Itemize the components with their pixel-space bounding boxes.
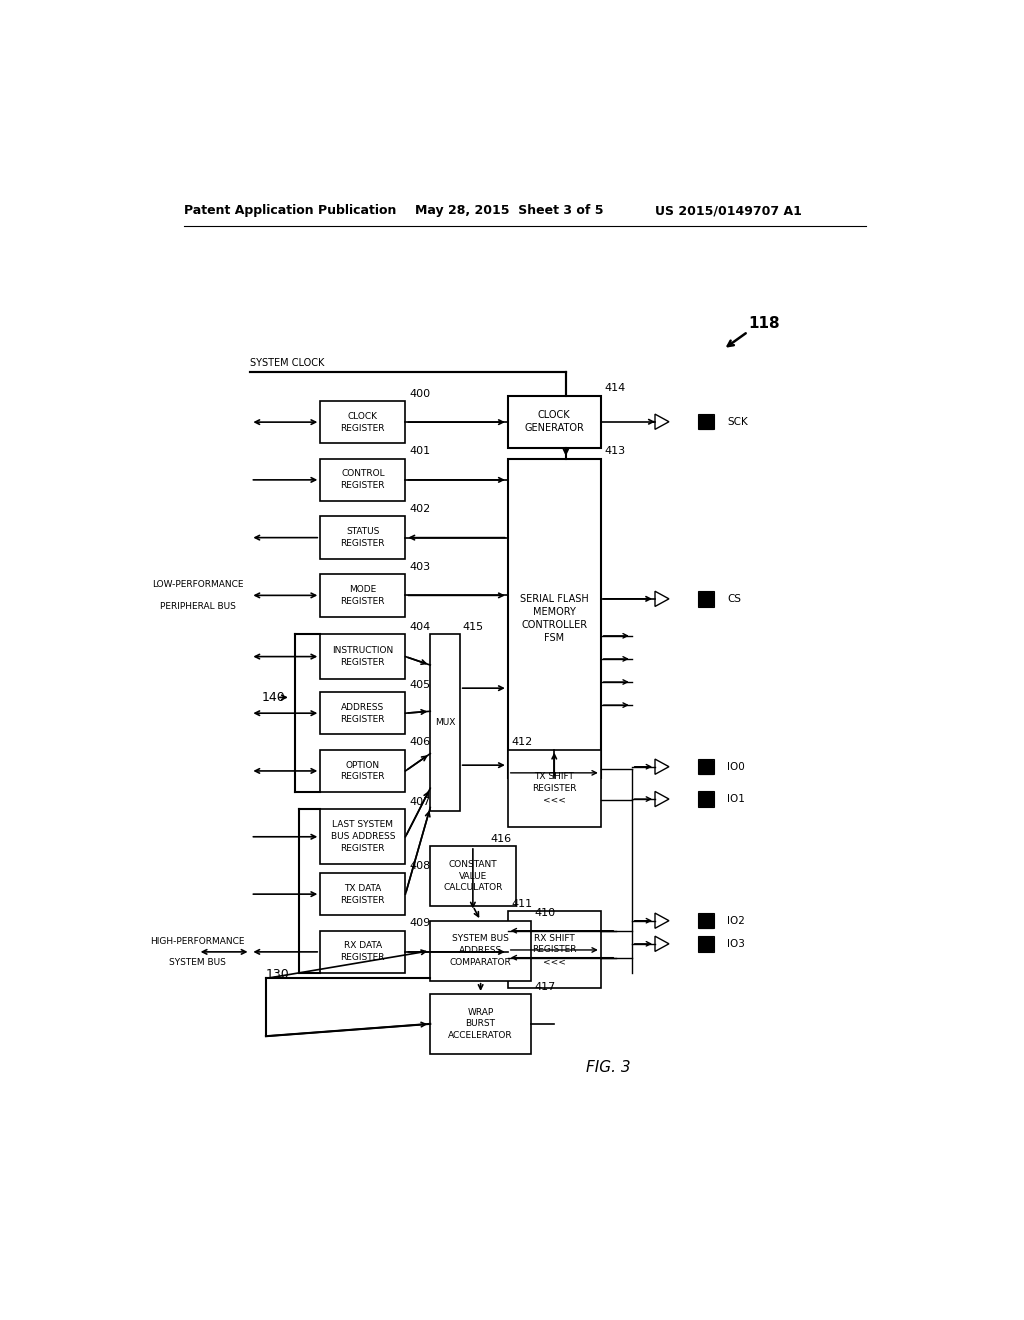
Bar [508,911,601,989]
Bar [321,401,406,444]
Bar [430,994,531,1053]
Text: CS: CS [727,594,741,603]
Text: 405: 405 [410,680,430,689]
Text: OPTION
REGISTER: OPTION REGISTER [341,760,385,781]
Text: 402: 402 [410,504,430,515]
Text: 408: 408 [410,861,430,871]
Text: RX SHIFT
REGISTER
<<<: RX SHIFT REGISTER <<< [532,933,577,966]
Bar [699,414,713,429]
Text: WRAP
BURST
ACCELERATOR: WRAP BURST ACCELERATOR [449,1007,513,1040]
Text: IO0: IO0 [727,762,744,772]
Bar [699,792,713,807]
Bar [430,635,460,812]
Bar [698,591,714,607]
Bar [321,750,406,792]
Text: 417: 417 [535,982,556,991]
Bar [508,750,601,826]
Text: 415: 415 [462,622,483,632]
Text: PERIPHERAL BUS: PERIPHERAL BUS [160,602,236,611]
Text: 404: 404 [410,622,430,632]
Bar [698,414,714,429]
Text: 130: 130 [266,968,290,981]
Text: 413: 413 [604,446,626,457]
Bar [699,937,713,950]
Text: 140: 140 [261,690,285,704]
Bar [430,921,531,981]
Text: 403: 403 [410,562,430,572]
Text: FIG. 3: FIG. 3 [586,1060,631,1074]
Bar [508,396,601,447]
Text: TX SHIFT
REGISTER
<<<: TX SHIFT REGISTER <<< [532,772,577,805]
Bar [321,635,406,678]
Text: STATUS
REGISTER: STATUS REGISTER [341,527,385,548]
Text: ADDRESS
REGISTER: ADDRESS REGISTER [341,702,385,723]
Text: TX DATA
REGISTER: TX DATA REGISTER [341,883,385,904]
Text: 412: 412 [512,738,532,747]
Text: May 28, 2015  Sheet 3 of 5: May 28, 2015 Sheet 3 of 5 [415,205,603,218]
Text: IO2: IO2 [727,916,744,925]
Text: LOW-PERFORMANCE: LOW-PERFORMANCE [152,581,244,589]
Bar [321,516,406,558]
Text: MODE
REGISTER: MODE REGISTER [341,585,385,606]
Bar [699,591,713,606]
Bar [508,459,601,779]
Text: IO3: IO3 [727,939,744,949]
Bar [321,809,406,865]
Text: 118: 118 [748,317,779,331]
Text: 409: 409 [410,919,430,928]
Text: CLOCK
GENERATOR: CLOCK GENERATOR [524,411,584,433]
Bar [321,574,406,616]
Bar [698,936,714,952]
Text: RX DATA
REGISTER: RX DATA REGISTER [341,941,385,962]
Bar [699,913,713,928]
Text: LAST SYSTEM
BUS ADDRESS
REGISTER: LAST SYSTEM BUS ADDRESS REGISTER [331,821,395,853]
Bar [321,931,406,973]
Text: SYSTEM BUS: SYSTEM BUS [169,958,226,968]
Bar [321,692,406,734]
Bar [321,459,406,502]
Text: 411: 411 [512,899,532,909]
Text: 414: 414 [604,383,626,393]
Text: 406: 406 [410,738,430,747]
Text: SCK: SCK [727,417,748,426]
Text: SERIAL FLASH
MEMORY
CONTROLLER
FSM: SERIAL FLASH MEMORY CONTROLLER FSM [520,594,589,643]
Text: 401: 401 [410,446,430,457]
Text: 416: 416 [490,834,512,843]
Text: HIGH-PERFORMANCE: HIGH-PERFORMANCE [151,937,245,945]
Bar [698,913,714,928]
Text: MUX: MUX [435,718,455,727]
Bar [430,846,515,906]
Text: CONSTANT
VALUE
CALCULATOR: CONSTANT VALUE CALCULATOR [443,859,503,892]
Text: CLOCK
REGISTER: CLOCK REGISTER [341,412,385,433]
Text: 407: 407 [410,797,430,807]
Text: 410: 410 [535,908,556,919]
Text: SYSTEM BUS
ADDRESS
COMPARATOR: SYSTEM BUS ADDRESS COMPARATOR [450,935,512,968]
Text: US 2015/0149707 A1: US 2015/0149707 A1 [655,205,802,218]
Bar [698,759,714,775]
Text: 400: 400 [410,388,430,399]
Text: SYSTEM CLOCK: SYSTEM CLOCK [251,358,325,368]
Text: IO1: IO1 [727,795,744,804]
Text: Patent Application Publication: Patent Application Publication [183,205,396,218]
Bar [699,760,713,774]
Text: CONTROL
REGISTER: CONTROL REGISTER [341,470,385,490]
Text: INSTRUCTION
REGISTER: INSTRUCTION REGISTER [332,647,393,667]
Bar [321,873,406,915]
Bar [698,792,714,807]
